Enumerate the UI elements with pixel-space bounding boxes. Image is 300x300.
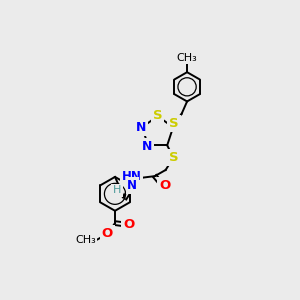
Text: HN: HN xyxy=(122,170,142,183)
Text: O: O xyxy=(102,227,113,240)
Text: CH₃: CH₃ xyxy=(177,52,197,63)
Text: S: S xyxy=(169,117,179,130)
Text: N: N xyxy=(135,121,146,134)
Text: N: N xyxy=(142,140,152,153)
Text: S: S xyxy=(169,151,178,164)
Text: O: O xyxy=(123,218,135,231)
Text: N: N xyxy=(127,179,137,192)
Text: H: H xyxy=(113,185,122,195)
Text: CH₃: CH₃ xyxy=(75,235,96,245)
Text: O: O xyxy=(159,179,170,192)
Text: S: S xyxy=(153,109,162,122)
